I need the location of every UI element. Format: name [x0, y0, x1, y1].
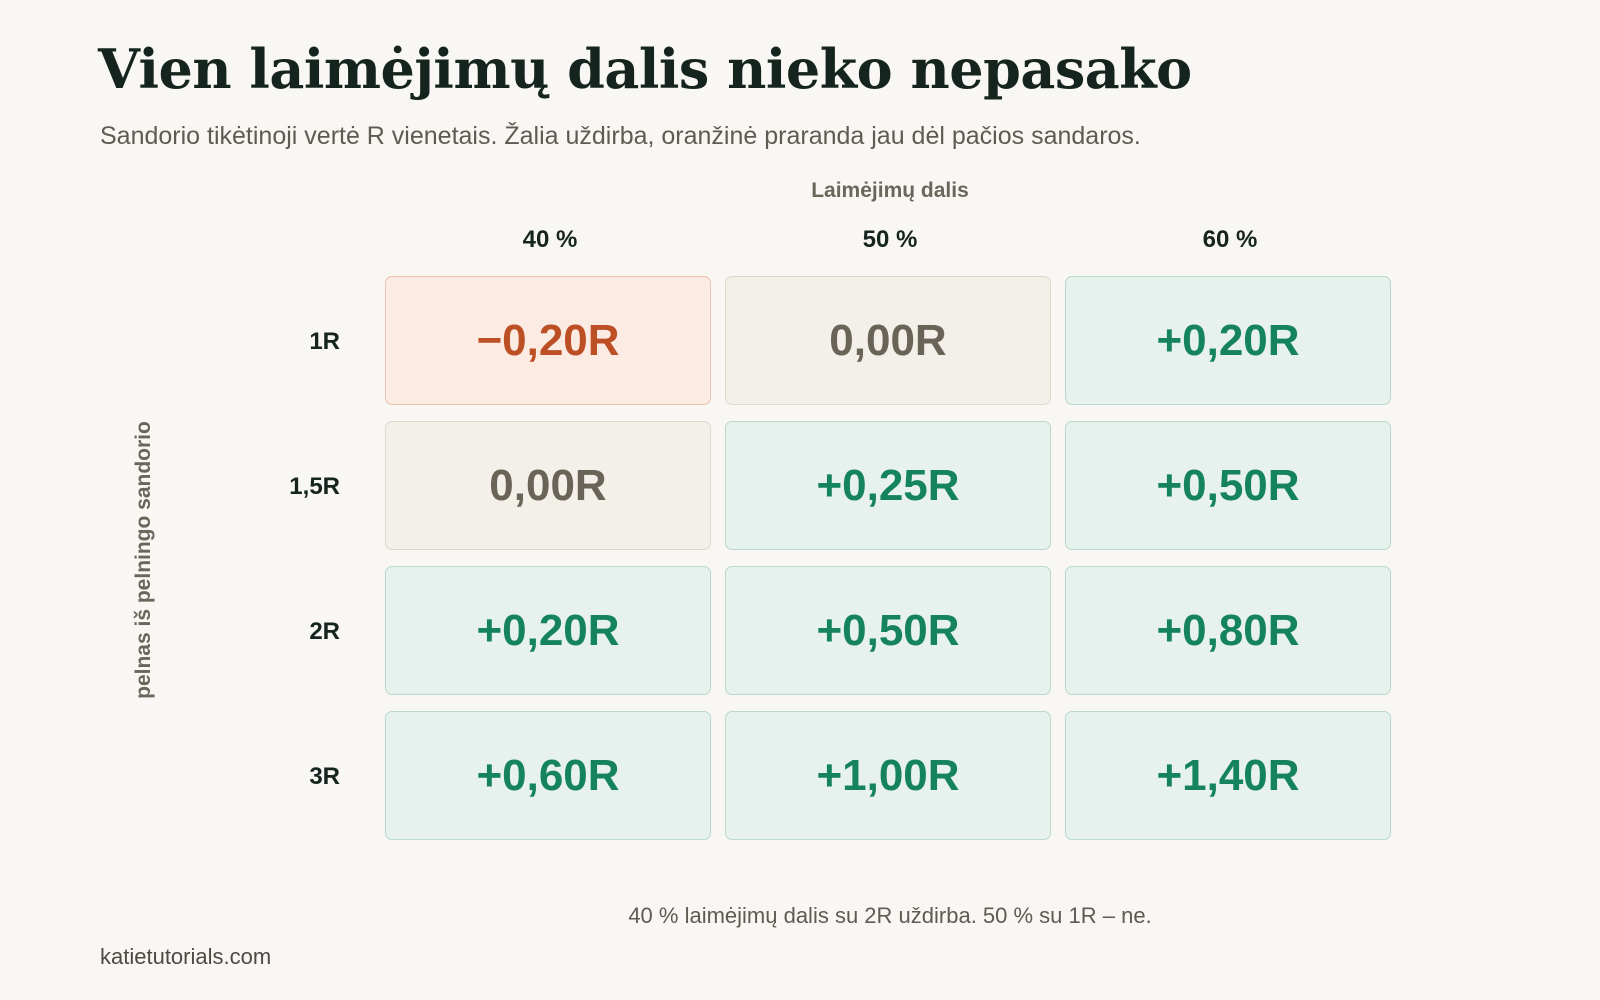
chart-note: 40 % laimėjimų dalis su 2R uždirba. 50 %…: [628, 903, 1152, 928]
column-header: 60 %: [1202, 226, 1258, 253]
row-header: 1,5R: [289, 473, 340, 500]
row-header: 2R: [309, 618, 340, 645]
chart-title: Vien laimėjimų dalis nieko nepasako: [98, 37, 1192, 101]
site-footer: katietutorials.com: [100, 944, 272, 969]
row-header: 1R: [309, 328, 340, 355]
heatmap-cell: +1,00R: [725, 711, 1051, 840]
heatmap-cell: +0,60R: [385, 711, 711, 840]
column-header: 50 %: [862, 226, 918, 253]
heatmap-cell: +0,50R: [1065, 421, 1391, 550]
heatmap-cell: +0,20R: [1065, 276, 1391, 405]
heatmap-cell: 0,00R: [725, 276, 1051, 405]
heatmap-cell: +0,20R: [385, 566, 711, 695]
row-header: 3R: [309, 763, 340, 790]
heatmap-cell: +0,80R: [1065, 566, 1391, 695]
x-axis-title: Laimėjimų dalis: [811, 179, 969, 202]
chart-subtitle: Sandorio tikėtinoji vertė R vienetais. Ž…: [100, 122, 1141, 150]
heatmap-cell: +0,50R: [725, 566, 1051, 695]
heatmap-cell: +1,40R: [1065, 711, 1391, 840]
heatmap-cell: 0,00R: [385, 421, 711, 550]
y-axis-title: pelnas iš pelningo sandorio: [132, 421, 155, 699]
heatmap-cell: −0,20R: [385, 276, 711, 405]
heatmap-cell: +0,25R: [725, 421, 1051, 550]
column-header: 40 %: [522, 226, 578, 253]
